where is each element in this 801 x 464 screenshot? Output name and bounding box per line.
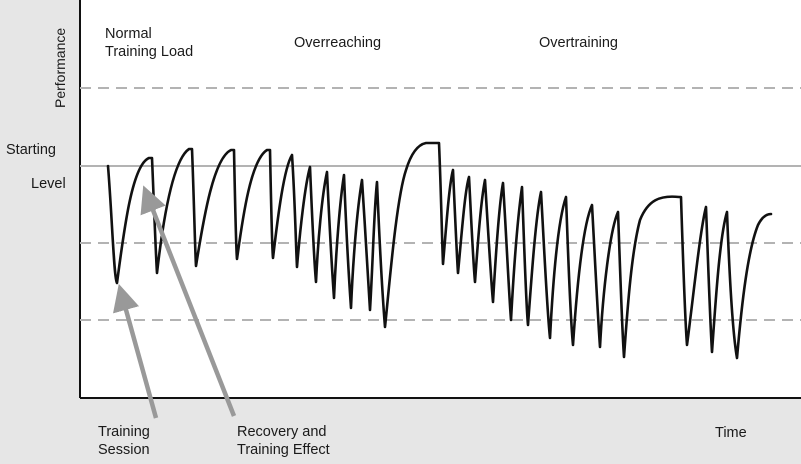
phase-normal-label-line2: Training Load bbox=[105, 44, 194, 60]
starting-level-label-line2: Level bbox=[31, 176, 66, 192]
recovery-label-line1: Recovery and bbox=[237, 424, 327, 440]
x-axis-label: Time bbox=[715, 425, 747, 441]
starting-level-label-line1: Starting bbox=[6, 142, 56, 158]
training-session-label-line2: Session bbox=[98, 442, 150, 458]
training-session-label-line1: Training bbox=[98, 424, 150, 440]
recovery-arrow bbox=[140, 185, 237, 417]
recovery-label-line2: Training Effect bbox=[237, 442, 330, 458]
y-axis-label: Performance bbox=[52, 27, 68, 108]
phase-overreaching-label: Overreaching bbox=[294, 35, 382, 51]
performance-curve bbox=[106, 141, 773, 360]
phase-overtraining-label: Overtraining bbox=[539, 35, 618, 51]
training-session-arrow bbox=[112, 283, 159, 419]
phase-normal-label-line1: Normal bbox=[105, 26, 152, 42]
